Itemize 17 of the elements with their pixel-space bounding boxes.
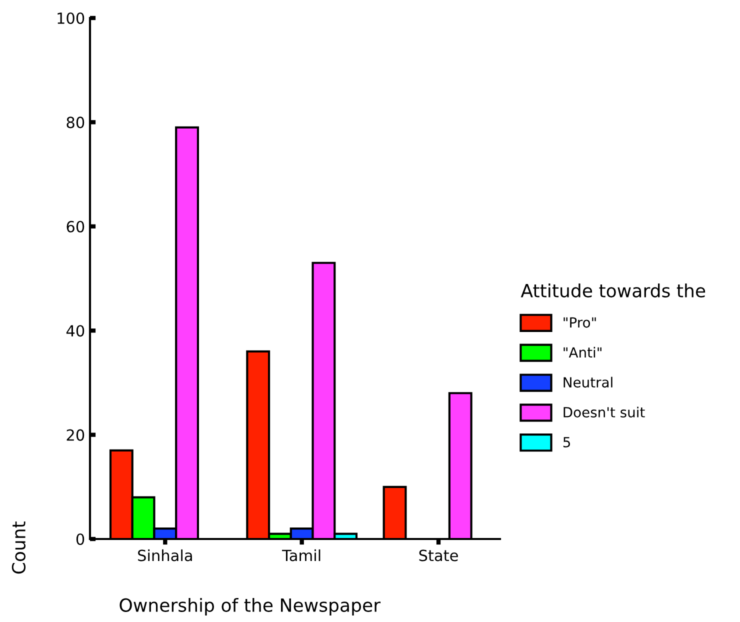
legend-label: 5 <box>563 437 570 448</box>
y-tick-label: 20 <box>66 429 84 441</box>
legend-title: Attitude towards the <box>520 284 706 298</box>
y-tick-label: 0 <box>76 533 84 546</box>
legend-label: Neutral <box>564 376 612 388</box>
y-tick-label: 100 <box>58 12 84 24</box>
y-tick-label: 80 <box>66 116 84 128</box>
x-tick-label: State <box>419 550 458 562</box>
legend-label: "Anti" <box>564 346 602 358</box>
y-tick-label: 60 <box>66 220 84 232</box>
x-tick-label: Sinhala <box>138 549 192 562</box>
x-axis-title: Ownership of the Newspaper <box>120 598 381 616</box>
x-tick-label: Tamil <box>282 549 320 562</box>
legend-label: "Pro" <box>564 317 596 328</box>
y-tick-label: 40 <box>66 325 84 337</box>
y-axis-title: Count <box>12 521 26 574</box>
legend-label: Doesn't suit <box>564 406 645 418</box>
